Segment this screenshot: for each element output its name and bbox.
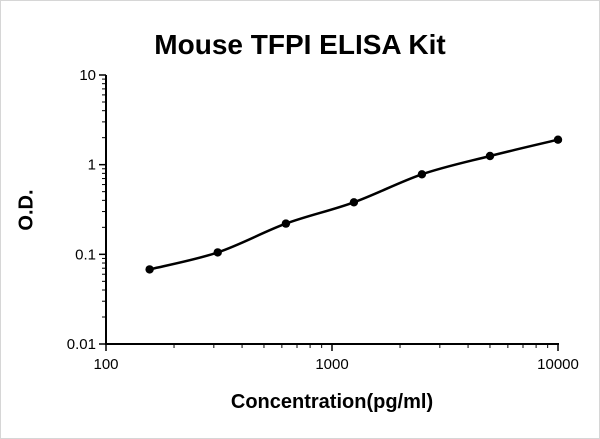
data-point-marker [417,170,427,179]
data-point-marker [145,265,154,274]
y-tick-label: 10 [79,67,96,84]
data-point-marker [349,198,359,207]
data-point-marker [553,135,563,144]
chart-title: Mouse TFPI ELISA Kit [154,29,446,60]
y-tick-label: 0.01 [67,336,96,353]
data-point-marker [485,151,495,161]
x-axis-title: Concentration(pg/ml) [230,391,434,413]
x-tick-label: 100 [93,356,118,373]
x-tick-label: 1000 [315,356,348,373]
y-tick-label: 0.1 [75,246,96,263]
data-point-marker [281,219,291,228]
x-tick-label: 10000 [537,356,579,373]
y-tick-label: 1 [88,157,96,174]
data-point-marker [213,248,222,257]
